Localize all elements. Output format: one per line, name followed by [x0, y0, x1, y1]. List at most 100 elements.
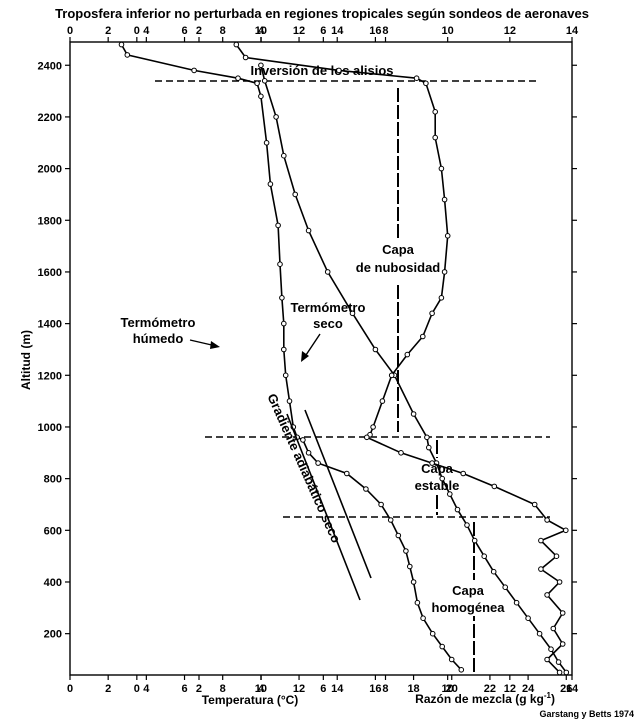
mixing-ratio-point	[556, 669, 563, 676]
mixing-ratio-point	[491, 483, 498, 490]
wet-bulb-point	[429, 630, 436, 637]
wet-bulb-point	[403, 548, 409, 554]
wet-bulb-point	[387, 517, 394, 523]
x-top-tick-label-temperature: 12	[293, 25, 305, 37]
dry-bulb-point	[548, 646, 554, 653]
y-axis-label: Altitud (m)	[19, 330, 33, 390]
dry-bulb-line	[260, 65, 567, 673]
mixing-ratio-point	[544, 656, 550, 663]
wet-bulb-line	[120, 44, 462, 671]
dry-thermometer-arrow	[301, 333, 321, 362]
chart-title: Troposfera inferior no perturbada en reg…	[55, 6, 589, 21]
x-tick-label-temperature: 18	[407, 683, 419, 695]
stable-layer-label-line1: Capa	[421, 461, 454, 476]
wet-bulb-point	[277, 261, 283, 268]
x-tick-label-temperature: 16	[369, 683, 381, 695]
mixing-ratio-point	[423, 80, 429, 87]
dry-bulb-point	[555, 659, 562, 665]
dry-bulb-point	[502, 584, 509, 591]
x-tick-label-temperature: 14	[331, 683, 344, 695]
y-tick-label: 200	[44, 629, 62, 641]
mixing-ratio-point	[429, 460, 435, 466]
wet-bulb-point	[267, 181, 274, 187]
wet-bulb-point	[305, 450, 312, 456]
dry-bulb-point	[464, 522, 470, 528]
y-tick-label: 1400	[38, 319, 62, 331]
dry-bulb-point	[513, 599, 520, 606]
mixing-ratio-point	[544, 517, 550, 523]
x-axis-label-mixing-ratio: Razón de mezcla (g kg-1)	[415, 691, 555, 706]
wet-bulb-point	[281, 320, 287, 327]
wet-bulb-point	[344, 470, 350, 477]
mixing-ratio-point	[531, 501, 538, 508]
x-top-tick-label-mixing-ratio: 0	[134, 25, 140, 37]
wet-bulb-point	[235, 75, 241, 81]
dry-bulb-point	[258, 62, 264, 69]
y-tick-label: 2200	[38, 112, 62, 124]
dry-bulb-point	[410, 411, 417, 417]
x-tick-label-temperature: 4	[143, 683, 150, 695]
source-credit: Garstang y Betts 1974	[539, 709, 634, 719]
x-tick-label-mixing-ratio: 8	[382, 683, 388, 695]
mixing-ratio-point	[379, 398, 386, 404]
dry-bulb-point	[439, 475, 446, 482]
dry-bulb-point	[471, 537, 478, 544]
inversion-label-bg	[236, 61, 404, 79]
mixing-ratio-point	[438, 165, 445, 172]
dry-adiabat-guide	[286, 409, 372, 601]
y-tick-label: 400	[44, 577, 62, 589]
dry-bulb-point	[324, 269, 331, 275]
mixing-ratio-point	[553, 553, 560, 560]
mixing-ratio-point	[559, 641, 566, 647]
mixing-ratio-point	[364, 434, 370, 441]
x-tick-label-temperature: 20	[446, 683, 458, 695]
x-top-tick-label-mixing-ratio: 14	[566, 25, 579, 37]
y-tick-label: 1200	[38, 370, 62, 382]
x-top-tick-label-temperature: 14	[331, 25, 344, 37]
x-top-tick-label-temperature: 16	[369, 25, 381, 37]
wet-bulb-point	[439, 643, 446, 650]
dry-bulb-point	[454, 506, 461, 513]
homogeneous-layer-label-line1: Capa	[452, 583, 485, 598]
wet-thermometer-label-line1: Termómetro	[121, 315, 196, 330]
wet-thermometer-arrow	[189, 339, 220, 349]
wet-bulb-point	[282, 372, 289, 379]
x-tick-label-mixing-ratio: 4	[258, 683, 265, 695]
y-tick-label: 600	[44, 525, 62, 537]
mixing-ratio-point	[388, 372, 395, 379]
mixing-ratio-point	[413, 75, 420, 81]
y-tick-label: 1800	[38, 215, 62, 227]
dry-bulb-point	[447, 491, 453, 497]
x-tick-label-temperature: 10	[255, 683, 267, 695]
dry-thermometer-label-line1: Termómetro	[291, 300, 366, 315]
x-top-tick-label-mixing-ratio: 4	[258, 25, 265, 37]
wet-thermometer-label-line2: húmedo	[133, 331, 184, 346]
wet-bulb-point	[448, 656, 455, 663]
x-tick-label-temperature: 2	[105, 683, 111, 695]
mixing-ratio-point	[398, 450, 404, 456]
wet-bulb-point	[286, 398, 293, 404]
dry-bulb-point	[273, 114, 279, 120]
x-tick-label-temperature: 26	[560, 683, 572, 695]
x-top-tick-label-temperature: 0	[67, 25, 73, 37]
x-axis-label-temperature: Temperatura (°C)	[202, 693, 299, 707]
wet-bulb-point	[124, 52, 131, 58]
wet-bulb-point	[363, 486, 369, 492]
dry-bulb-point	[372, 346, 379, 353]
y-tick-label: 1600	[38, 267, 62, 279]
mixing-ratio-point	[444, 233, 451, 239]
mixing-ratio-point	[429, 310, 435, 317]
wet-bulb-point	[191, 67, 197, 74]
mixing-ratio-point	[538, 537, 544, 544]
y-tick-label: 2000	[38, 164, 62, 176]
dry-bulb-point	[536, 630, 543, 637]
x-top-tick-label-mixing-ratio: 10	[442, 25, 454, 37]
mixing-ratio-point	[420, 333, 426, 340]
x-top-tick-label-mixing-ratio: 12	[504, 25, 516, 37]
wet-bulb-point	[407, 563, 413, 570]
mixing-ratio-point	[242, 54, 249, 61]
dry-bulb-point	[563, 669, 570, 676]
y-tick-label: 2400	[38, 60, 62, 72]
mixing-ratio-point	[370, 424, 376, 430]
